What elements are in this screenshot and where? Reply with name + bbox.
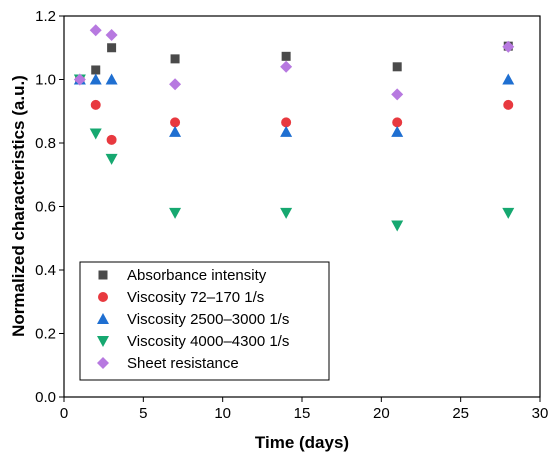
- data-point: [169, 125, 182, 137]
- x-tick-label: 10: [214, 405, 231, 422]
- data-point: [169, 207, 182, 219]
- data-point: [280, 207, 293, 219]
- x-tick-label: 20: [373, 405, 390, 422]
- data-point: [91, 65, 101, 75]
- data-point: [391, 125, 404, 137]
- data-point: [503, 99, 514, 110]
- y-axis-title: Normalized characteristics (a.u.): [9, 75, 28, 337]
- data-point: [170, 117, 181, 128]
- y-tick-label: 0.8: [35, 135, 56, 152]
- data-point: [281, 117, 292, 128]
- data-point: [391, 88, 404, 101]
- legend: Absorbance intensity Viscosity 72–170 1/…: [79, 261, 330, 381]
- legend-marker: [97, 336, 109, 347]
- x-tick-label: 25: [452, 405, 469, 422]
- legend-markers: [97, 270, 109, 369]
- legend-box: [79, 261, 330, 381]
- y-axis-ticks: 0.0 0.2 0.4 0.6 0.8 1.0 1.2: [35, 8, 64, 406]
- legend-label: Viscosity 4000–4300 1/s: [127, 333, 289, 350]
- data-point: [170, 54, 180, 64]
- data-point: [280, 60, 293, 73]
- data-point: [392, 117, 403, 128]
- legend-label: Sheet resistance: [127, 355, 239, 372]
- legend-marker: [98, 270, 108, 280]
- data-point: [89, 73, 102, 85]
- data-point: [105, 29, 118, 42]
- x-tick-label: 30: [532, 405, 549, 422]
- legend-label: Viscosity 2500–3000 1/s: [127, 311, 289, 328]
- data-point: [502, 40, 515, 53]
- legend-marker: [97, 313, 109, 324]
- x-axis-ticks: 0 5 10 15 20 25 30: [60, 397, 549, 422]
- data-point: [169, 78, 182, 91]
- data-point: [105, 73, 118, 85]
- data-point: [89, 128, 102, 140]
- data-point: [391, 220, 404, 232]
- data-point: [502, 73, 515, 85]
- x-tick-label: 5: [139, 405, 147, 422]
- data-markers: [73, 24, 515, 232]
- data-point: [105, 153, 118, 165]
- legend-marker: [98, 292, 108, 302]
- legend-label: Absorbance intensity: [127, 267, 267, 284]
- y-tick-label: 0.6: [35, 199, 56, 216]
- x-axis-title: Time (days): [255, 433, 349, 452]
- data-point: [280, 125, 293, 137]
- y-tick-label: 1.0: [35, 72, 56, 89]
- data-point: [392, 62, 402, 72]
- data-point: [281, 51, 291, 61]
- data-point: [73, 73, 86, 86]
- data-point: [502, 207, 515, 219]
- data-point: [90, 99, 101, 110]
- x-tick-label: 15: [294, 405, 311, 422]
- data-point: [107, 43, 117, 53]
- data-point: [89, 24, 102, 37]
- y-tick-label: 1.2: [35, 8, 56, 25]
- data-point: [106, 134, 117, 145]
- x-tick-label: 0: [60, 405, 68, 422]
- legend-marker: [97, 357, 109, 369]
- legend-label: Viscosity 72–170 1/s: [127, 289, 264, 306]
- y-tick-label: 0.4: [35, 262, 56, 279]
- y-tick-label: 0.0: [35, 389, 56, 406]
- y-tick-label: 0.2: [35, 326, 56, 343]
